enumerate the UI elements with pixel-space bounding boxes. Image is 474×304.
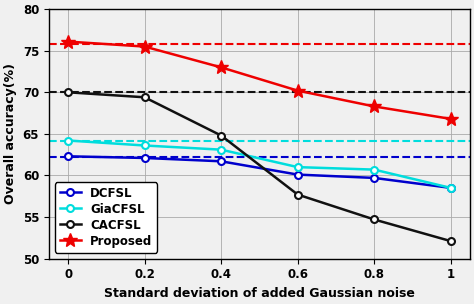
X-axis label: Standard deviation of added Gaussian noise: Standard deviation of added Gaussian noi…: [104, 287, 415, 300]
Legend: DCFSL, GiaCFSL, CACFSL, Proposed: DCFSL, GiaCFSL, CACFSL, Proposed: [55, 182, 157, 253]
Y-axis label: Overall accuracy(%): Overall accuracy(%): [4, 63, 17, 204]
